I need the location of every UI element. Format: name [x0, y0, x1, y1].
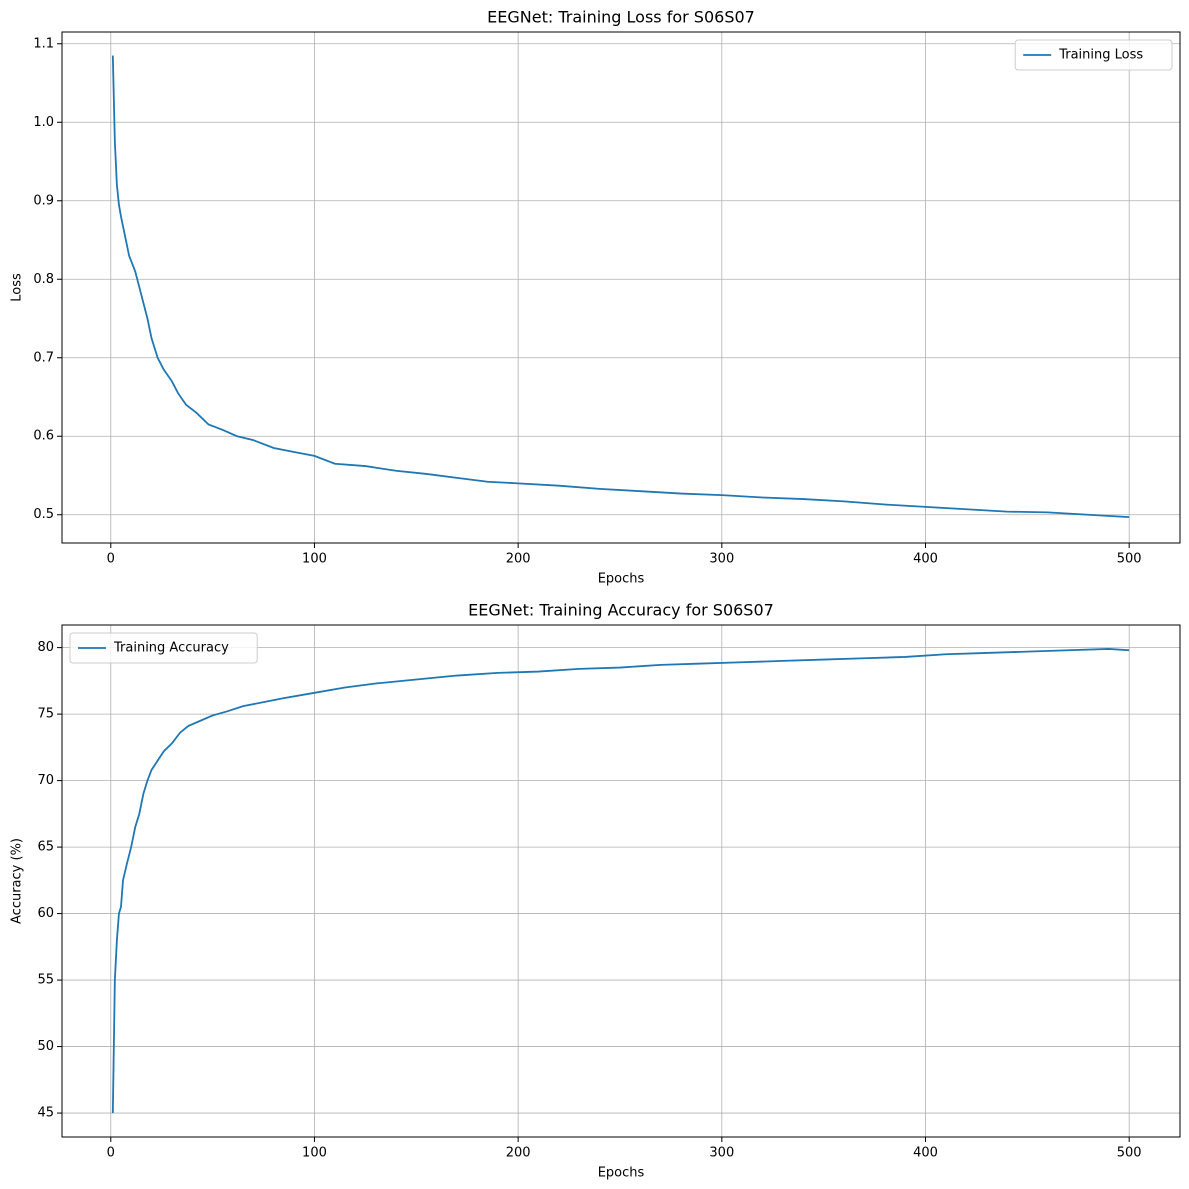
plot: EEGNet: Training Accuracy for S06S07 0 100…	[10, 601, 1181, 1181]
plot: EEGNet: Training Loss for S06S07 0 100 200 3…	[10, 8, 1181, 587]
x-tick-label: 100	[302, 1146, 327, 1161]
x-axis-label: Epochs	[598, 1166, 645, 1181]
y-tick-label: 0.6	[33, 429, 54, 444]
y-tick-label: 65	[37, 840, 54, 855]
chart-title: EEGNet: Training Loss for S06S07	[487, 8, 755, 27]
y-tick-label: 1.0	[33, 115, 54, 130]
x-tick-label: 200	[506, 552, 531, 567]
y-tick-label: 0.9	[33, 193, 54, 208]
axes-frame	[61, 624, 1181, 1138]
y-tick-label: 0.7	[33, 350, 54, 365]
x-tick-label: 400	[913, 1146, 938, 1161]
legend-box	[69, 632, 258, 664]
legend-box	[1014, 39, 1173, 71]
x-tick-label: 300	[709, 552, 734, 567]
x-tick-label: 300	[709, 1146, 734, 1161]
y-tick-label: 70	[37, 773, 54, 788]
y-tick-label: 80	[37, 640, 54, 655]
y-tick-label: 55	[37, 973, 54, 988]
x-tick-label: 0	[107, 1146, 115, 1161]
x-tick-label: 0	[107, 552, 115, 567]
y-tick-label: 60	[37, 906, 54, 921]
y-axis-label: Accuracy (%)	[10, 838, 25, 924]
y-tick-label: 50	[37, 1039, 54, 1054]
y-tick-label: 75	[37, 707, 54, 722]
x-tick-label: 200	[506, 1146, 531, 1161]
legend-label: Training Loss	[1058, 48, 1143, 63]
x-tick-label: 500	[1117, 1146, 1142, 1161]
chart-title: EEGNet: Training Accuracy for S06S07	[468, 601, 774, 620]
y-tick-label: 1.1	[33, 36, 54, 51]
y-tick-label: 45	[37, 1106, 54, 1121]
legend: Training Loss	[1014, 39, 1173, 71]
legend-label: Training Accuracy	[113, 641, 229, 656]
y-axis-label: Loss	[10, 273, 25, 302]
x-axis-label: Epochs	[598, 572, 645, 587]
x-tick-label: 100	[302, 552, 327, 567]
x-tick-label: 400	[913, 552, 938, 567]
y-tick-label: 0.8	[33, 272, 54, 287]
axes-frame	[61, 31, 1181, 544]
y-tick-label: 0.5	[33, 507, 54, 522]
x-tick-label: 500	[1117, 552, 1142, 567]
line-series	[111, 55, 1130, 518]
legend: Training Accuracy	[69, 632, 258, 664]
line-series	[111, 648, 1130, 1114]
